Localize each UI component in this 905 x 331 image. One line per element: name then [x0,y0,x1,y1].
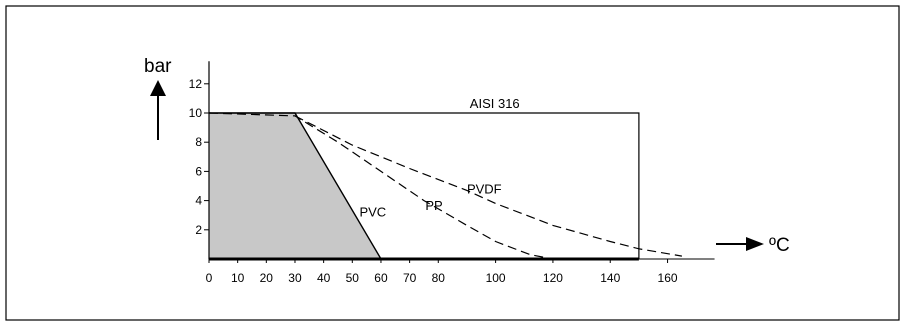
pvdf-line [294,115,683,257]
series-label: PVC [359,205,386,220]
y-tick-label: 12 [189,77,203,91]
x-tick-label: 140 [600,271,620,285]
y-arrow-icon [150,80,166,140]
pvc-line [209,112,382,260]
series-label: AISI 316 [470,96,520,111]
x-tick-label: 20 [260,271,274,285]
y-tick-label: 2 [195,223,202,237]
y-tick-label: 10 [189,106,203,120]
labels-layer: AISI 316 PVC PP PVDF [359,96,519,220]
pp-line [208,112,554,260]
series-layer [208,112,683,260]
series-label: PVDF [467,181,502,196]
x-tick-label: 120 [543,271,563,285]
x-tick-label: 160 [658,271,678,285]
series-label: PP [425,198,442,213]
pvc-area [209,113,381,259]
x-tick-label: 80 [432,271,446,285]
x-tick-label: 60 [374,271,388,285]
y-unit-label: bar [144,56,172,77]
aisi316-line [209,112,640,259]
x-tick-label: 40 [317,271,331,285]
y-tick-label: 6 [195,164,202,178]
x-tick-label: 30 [288,271,302,285]
y-tick-label: 4 [195,194,202,208]
y-tick-label: 8 [195,135,202,149]
x-unit-label: ºC [769,235,790,256]
x-tick-label: 10 [231,271,245,285]
x-arrow-icon [716,237,764,251]
x-tick-label: 100 [486,271,506,285]
x-tick-label: 50 [346,271,360,285]
x-tick-label: 0 [206,271,213,285]
ticks-layer: 0 10 20 30 40 50 60 70 80 100 120 140 160 2 4 6 8 10 12 [189,77,678,285]
x-tick-label: 70 [403,271,417,285]
outer-border [5,5,900,321]
axes-layer [208,61,715,261]
